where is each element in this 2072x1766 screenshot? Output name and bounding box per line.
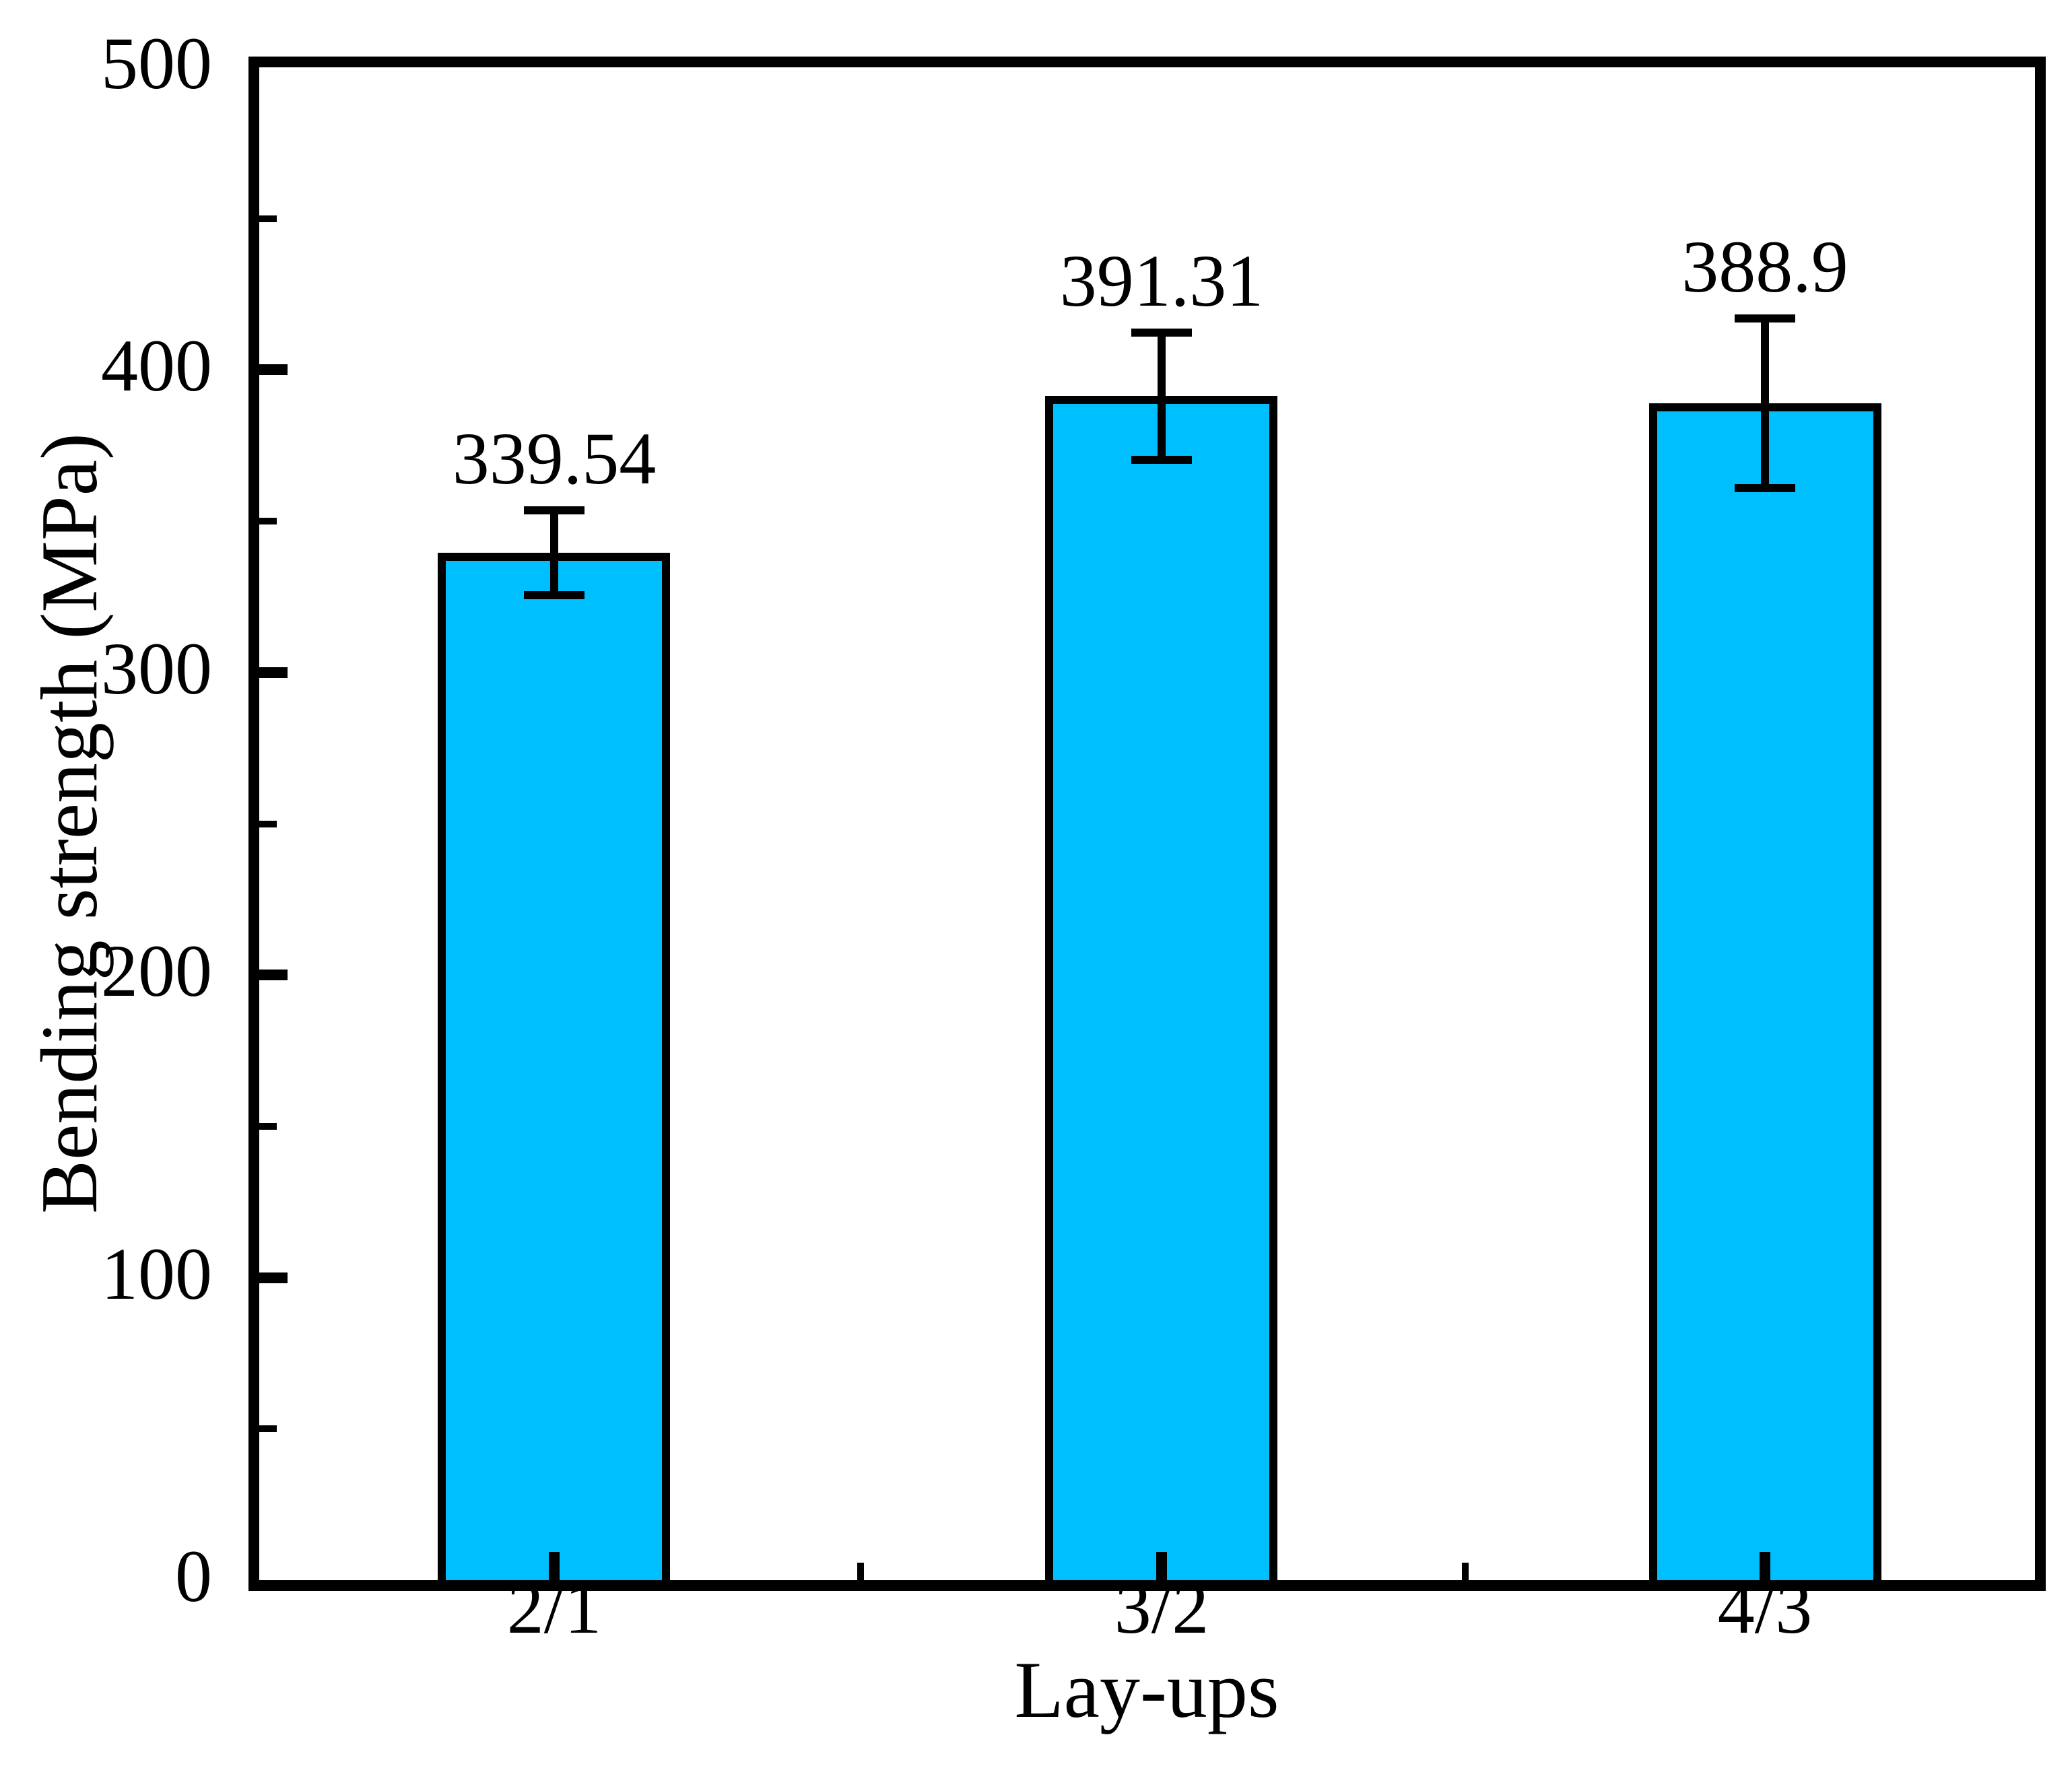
y-major-tick xyxy=(259,667,288,678)
error-bar-cap-top xyxy=(1735,314,1795,322)
value-label: 391.31 xyxy=(1059,240,1264,322)
error-bar-cap-top xyxy=(524,506,584,514)
x-major-tick xyxy=(549,1552,560,1580)
y-minor-tick xyxy=(259,1425,277,1432)
y-tick-label: 100 xyxy=(101,1233,212,1315)
y-minor-tick xyxy=(259,1123,277,1130)
error-bar-line xyxy=(1158,333,1166,460)
error-bar-cap-top xyxy=(1131,329,1192,337)
bar xyxy=(438,553,670,1580)
x-minor-tick xyxy=(857,1563,864,1580)
x-major-tick xyxy=(1156,1552,1167,1580)
y-tick-label: 400 xyxy=(101,325,212,407)
y-minor-tick xyxy=(259,215,277,222)
y-tick-label: 500 xyxy=(101,22,212,104)
y-minor-tick xyxy=(259,518,277,524)
y-tick-label: 300 xyxy=(101,627,212,710)
y-tick-label: 0 xyxy=(175,1535,212,1617)
x-tick-label: 4/3 xyxy=(1717,1567,1813,1649)
y-major-tick xyxy=(259,364,288,375)
y-major-tick xyxy=(259,970,288,980)
x-major-tick xyxy=(1760,1552,1770,1580)
y-major-tick xyxy=(259,1272,288,1283)
x-tick-label: 2/1 xyxy=(506,1567,602,1649)
x-minor-tick xyxy=(1462,1563,1469,1580)
y-tick-label: 200 xyxy=(101,930,212,1012)
value-label: 339.54 xyxy=(452,417,657,500)
x-axis-title: Lay-ups xyxy=(1014,1645,1279,1734)
y-minor-tick xyxy=(259,821,277,827)
error-bar-line xyxy=(1761,318,1769,488)
error-bar-line xyxy=(550,510,558,595)
error-bar-cap-bottom xyxy=(524,591,584,599)
value-label: 388.9 xyxy=(1681,226,1848,308)
x-tick-label: 3/2 xyxy=(1114,1567,1209,1649)
bar xyxy=(1649,403,1881,1580)
bar xyxy=(1045,396,1277,1580)
y-axis-title: Bending strength (MPa) xyxy=(24,433,114,1214)
error-bar-cap-bottom xyxy=(1735,484,1795,492)
error-bar-cap-bottom xyxy=(1131,456,1192,464)
plot-area xyxy=(248,57,2046,1591)
